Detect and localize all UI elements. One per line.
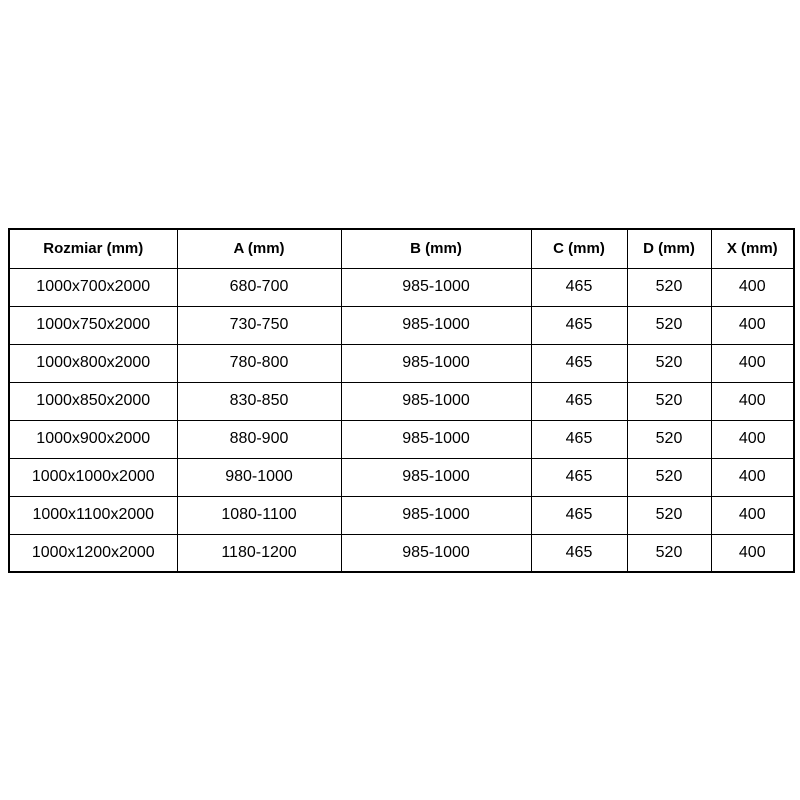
table-cell: 400 xyxy=(710,305,795,345)
table-row: 1000x850x2000 830-850 985-1000 465 520 4… xyxy=(8,381,795,421)
table-cell: 985-1000 xyxy=(340,267,532,307)
table-row: 1000x700x2000 680-700 985-1000 465 520 4… xyxy=(8,267,795,307)
table-cell: 1000x1100x2000 xyxy=(8,495,178,535)
table-cell: 985-1000 xyxy=(340,495,532,535)
table-cell: 400 xyxy=(710,343,795,383)
table-cell: 400 xyxy=(710,381,795,421)
table-cell: 1000x1000x2000 xyxy=(8,457,178,497)
table-row: 1000x1100x2000 1080-1100 985-1000 465 52… xyxy=(8,495,795,535)
table-cell: 520 xyxy=(626,419,712,459)
table-cell: 465 xyxy=(530,457,628,497)
table-cell: 980-1000 xyxy=(176,457,342,497)
column-header-a: A (mm) xyxy=(176,228,342,269)
table-cell: 520 xyxy=(626,457,712,497)
column-header-rozmiar: Rozmiar (mm) xyxy=(8,228,178,269)
table-cell: 780-800 xyxy=(176,343,342,383)
table-cell: 985-1000 xyxy=(340,381,532,421)
table-cell: 465 xyxy=(530,305,628,345)
table-cell: 680-700 xyxy=(176,267,342,307)
table-cell: 1000x900x2000 xyxy=(8,419,178,459)
table-cell: 1000x800x2000 xyxy=(8,343,178,383)
table-cell: 520 xyxy=(626,533,712,573)
column-header-c: C (mm) xyxy=(530,228,628,269)
table-cell: 400 xyxy=(710,457,795,497)
table-cell: 1000x700x2000 xyxy=(8,267,178,307)
table-row: 1000x800x2000 780-800 985-1000 465 520 4… xyxy=(8,343,795,383)
table-row: 1000x1000x2000 980-1000 985-1000 465 520… xyxy=(8,457,795,497)
table-cell: 985-1000 xyxy=(340,305,532,345)
table-cell: 830-850 xyxy=(176,381,342,421)
table-cell: 400 xyxy=(710,495,795,535)
table-cell: 520 xyxy=(626,305,712,345)
table-cell: 1000x850x2000 xyxy=(8,381,178,421)
table-row: 1000x900x2000 880-900 985-1000 465 520 4… xyxy=(8,419,795,459)
table-cell: 520 xyxy=(626,343,712,383)
table-row: 1000x1200x2000 1180-1200 985-1000 465 52… xyxy=(8,533,795,573)
table-cell: 985-1000 xyxy=(340,419,532,459)
table-cell: 1180-1200 xyxy=(176,533,342,573)
table-cell: 400 xyxy=(710,533,795,573)
table-cell: 465 xyxy=(530,419,628,459)
table-cell: 730-750 xyxy=(176,305,342,345)
table-cell: 1080-1100 xyxy=(176,495,342,535)
table-cell: 465 xyxy=(530,343,628,383)
table-cell: 1000x750x2000 xyxy=(8,305,178,345)
table-cell: 465 xyxy=(530,495,628,535)
table-cell: 985-1000 xyxy=(340,343,532,383)
table-header-row: Rozmiar (mm) A (mm) B (mm) C (mm) D (mm)… xyxy=(8,228,795,269)
table-cell: 520 xyxy=(626,495,712,535)
table-cell: 465 xyxy=(530,381,628,421)
table-cell: 400 xyxy=(710,419,795,459)
table-cell: 400 xyxy=(710,267,795,307)
table-cell: 1000x1200x2000 xyxy=(8,533,178,573)
table-cell: 520 xyxy=(626,267,712,307)
column-header-d: D (mm) xyxy=(626,228,712,269)
column-header-b: B (mm) xyxy=(340,228,532,269)
table-cell: 520 xyxy=(626,381,712,421)
table-cell: 985-1000 xyxy=(340,533,532,573)
column-header-x: X (mm) xyxy=(710,228,795,269)
table-cell: 985-1000 xyxy=(340,457,532,497)
table-cell: 465 xyxy=(530,267,628,307)
table-cell: 465 xyxy=(530,533,628,573)
table-row: 1000x750x2000 730-750 985-1000 465 520 4… xyxy=(8,305,795,345)
spec-table: Rozmiar (mm) A (mm) B (mm) C (mm) D (mm)… xyxy=(8,228,795,573)
table-cell: 880-900 xyxy=(176,419,342,459)
